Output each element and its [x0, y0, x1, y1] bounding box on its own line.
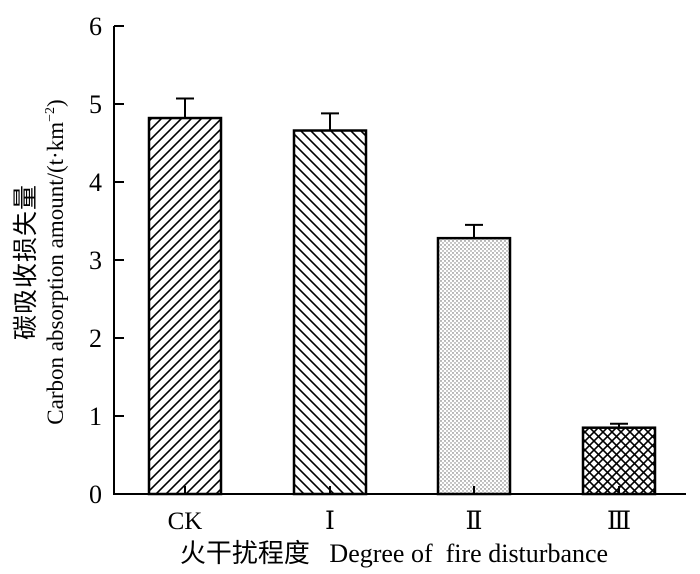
y-axis-label-english-close: ): [43, 99, 68, 107]
y-axis-label-english-superscript: −2: [43, 107, 58, 122]
y-tick-label: 1: [89, 402, 102, 431]
y-tick-label: 5: [89, 90, 102, 119]
x-tick-label: CK: [168, 508, 203, 535]
y-tick-label: 4: [89, 168, 102, 197]
bar-3: [436, 236, 512, 496]
x-tick-label: Ⅰ: [325, 508, 335, 535]
y-axis-label: 碳吸收损失量 Carbon absorption amount/(t·km−2): [12, 99, 68, 424]
x-tick-label: Ⅱ: [466, 508, 483, 535]
y-tick-label: 3: [89, 246, 102, 275]
bar-1: [147, 116, 223, 496]
y-axis-label-chinese: 碳吸收损失量: [12, 184, 40, 340]
y-tick-label: 0: [89, 480, 102, 509]
y-axis-label-english: Carbon absorption amount/(t·km−2): [43, 99, 68, 424]
y-axis-label-english-main: Carbon absorption amount/(t·km: [43, 122, 68, 425]
bars-group: [147, 97, 657, 496]
y-axis-ticks: 0 1 2 3 4 5 6: [89, 12, 124, 509]
x-axis-tick-labels: CK Ⅰ Ⅱ Ⅲ: [168, 486, 631, 535]
y-tick-label: 6: [89, 12, 102, 41]
x-axis-label: 火干扰程度 Degree of fire disturbance: [180, 539, 608, 568]
y-tick-label: 2: [89, 324, 102, 353]
bar-2: [292, 129, 368, 496]
x-tick-label: Ⅲ: [607, 508, 631, 535]
bar-4: [581, 426, 657, 496]
